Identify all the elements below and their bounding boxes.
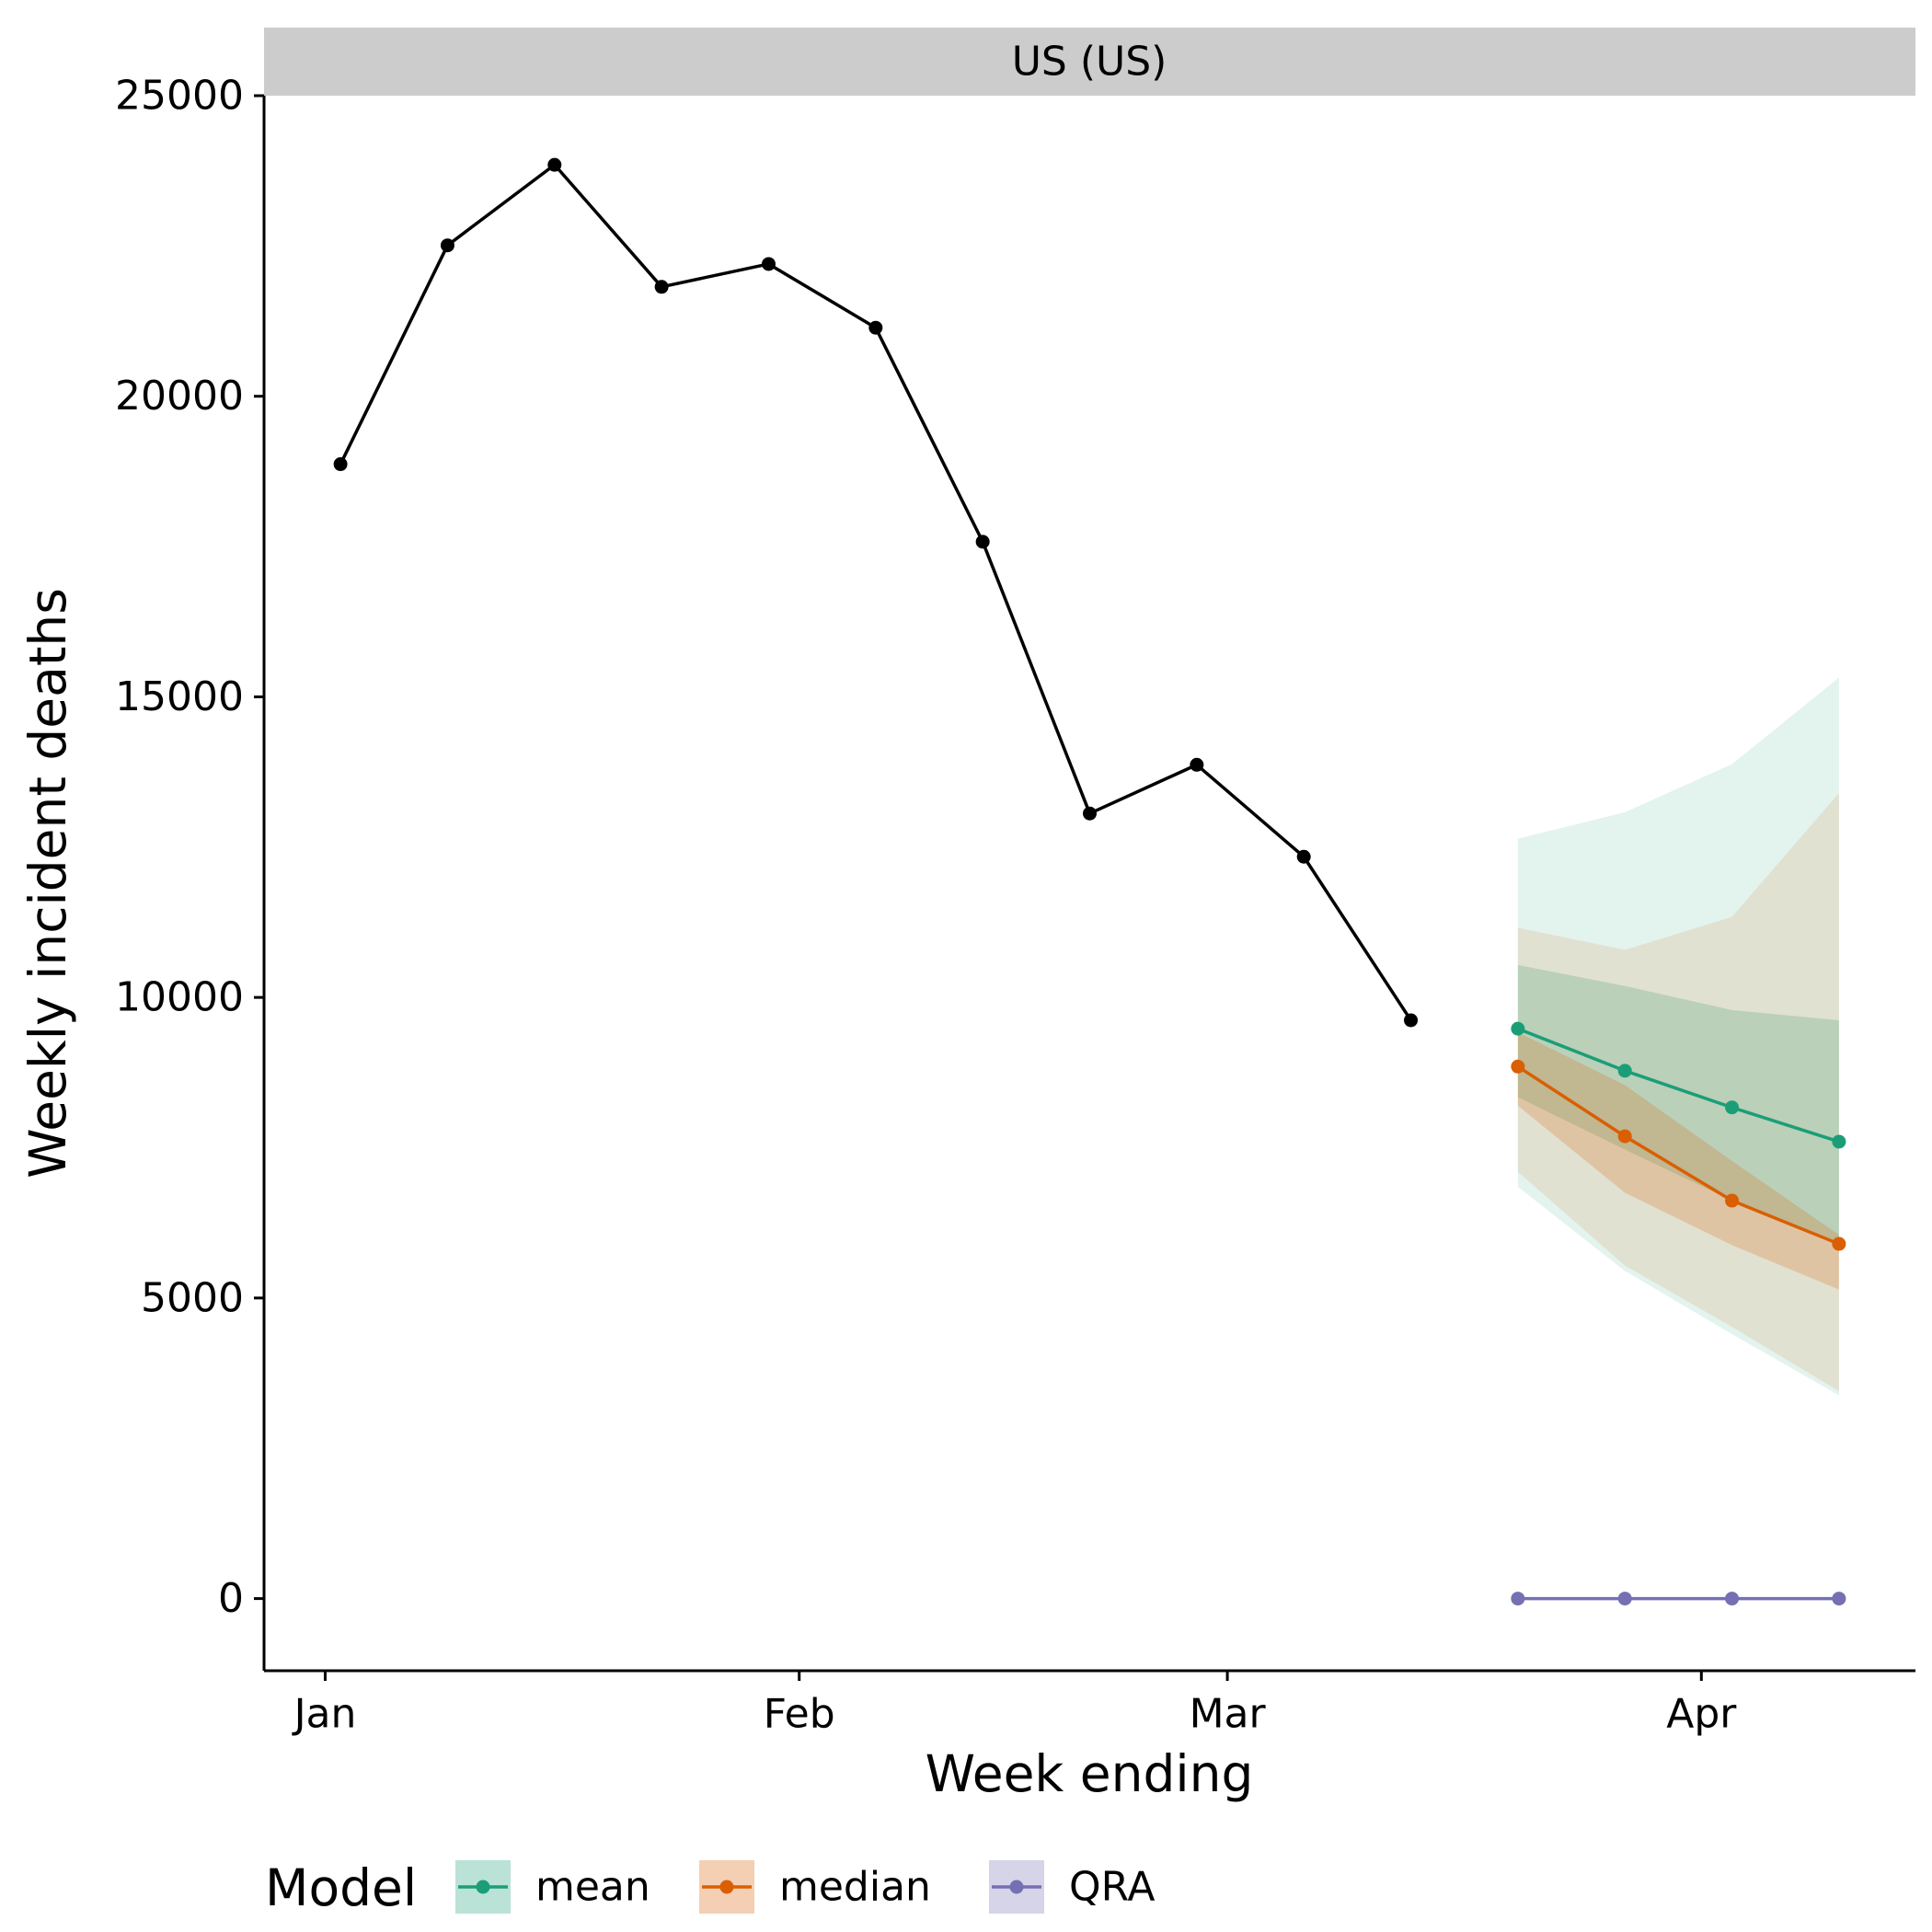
legend-item-median: median — [699, 1860, 931, 1914]
series-point-QRA — [1511, 1592, 1525, 1606]
series-point-median — [1617, 1129, 1632, 1144]
y-tick-label: 0 — [218, 1575, 244, 1622]
legend-item-mean: mean — [455, 1860, 650, 1914]
x-tick-label: Jan — [292, 1691, 357, 1738]
observed-point — [1296, 849, 1311, 864]
observed-point — [868, 320, 883, 335]
series-point-median — [1725, 1193, 1740, 1208]
x-axis-title: Week ending — [926, 1744, 1254, 1803]
series-point-QRA — [1725, 1592, 1740, 1606]
series-line-mean — [1517, 1027, 1840, 1144]
y-tick-label: 20000 — [115, 373, 244, 420]
facet-strip — [264, 28, 1915, 96]
series-point-median — [1511, 1059, 1525, 1074]
legend-title: Model — [265, 1858, 417, 1917]
observed-point — [1404, 1013, 1419, 1028]
series-line-median — [1516, 1064, 1840, 1246]
series-point-QRA — [1617, 1592, 1632, 1606]
y-tick-label: 15000 — [115, 673, 244, 720]
legend-entries: mean median QRA — [455, 1860, 1156, 1914]
x-axis-ticks: Jan Feb Mar Apr — [292, 1671, 1737, 1738]
facet-label: US (US) — [1012, 39, 1167, 86]
x-tick-label: Feb — [764, 1691, 835, 1738]
legend-key-point-mean — [476, 1880, 490, 1894]
legend-key-point-QRA — [1009, 1880, 1024, 1894]
legend: Model mean median QRA — [265, 1858, 1156, 1917]
legend-label-median: median — [779, 1864, 931, 1911]
ribbon-inner-mean — [1517, 964, 1839, 1247]
series-point-mean — [1832, 1134, 1846, 1149]
observed-point — [975, 535, 990, 549]
observed-point — [547, 157, 562, 172]
legend-item-QRA: QRA — [989, 1860, 1156, 1914]
y-axis-title: Weekly incident deaths — [18, 588, 77, 1179]
legend-label-mean: mean — [535, 1864, 650, 1911]
ribbons-layer — [1517, 677, 1839, 1396]
x-tick-label: Apr — [1666, 1691, 1737, 1738]
observed-point — [1190, 757, 1204, 772]
points-layer — [333, 157, 1846, 1606]
ribbon-outer-mean — [1517, 677, 1839, 1396]
ribbon-outer-median — [1517, 792, 1839, 1392]
y-tick-label: 5000 — [141, 1274, 244, 1321]
series-point-QRA — [1832, 1592, 1846, 1606]
observed-point — [761, 257, 776, 271]
y-tick-label: 25000 — [115, 73, 244, 120]
observed-point — [1083, 806, 1097, 821]
observed-point — [440, 238, 454, 253]
series-point-median — [1832, 1236, 1846, 1251]
observed-point — [654, 280, 669, 294]
observed-point — [333, 457, 348, 472]
legend-label-QRA: QRA — [1069, 1864, 1156, 1911]
x-tick-label: Mar — [1190, 1691, 1267, 1738]
legend-key-point-median — [719, 1880, 734, 1894]
y-axis-ticks: 0 5000 10000 15000 20000 25000 — [115, 73, 264, 1622]
series-point-mean — [1511, 1021, 1525, 1036]
series-point-mean — [1725, 1100, 1740, 1115]
ribbon-inner-median — [1517, 1032, 1839, 1290]
y-tick-label: 10000 — [115, 974, 244, 1021]
series-point-mean — [1617, 1064, 1632, 1078]
